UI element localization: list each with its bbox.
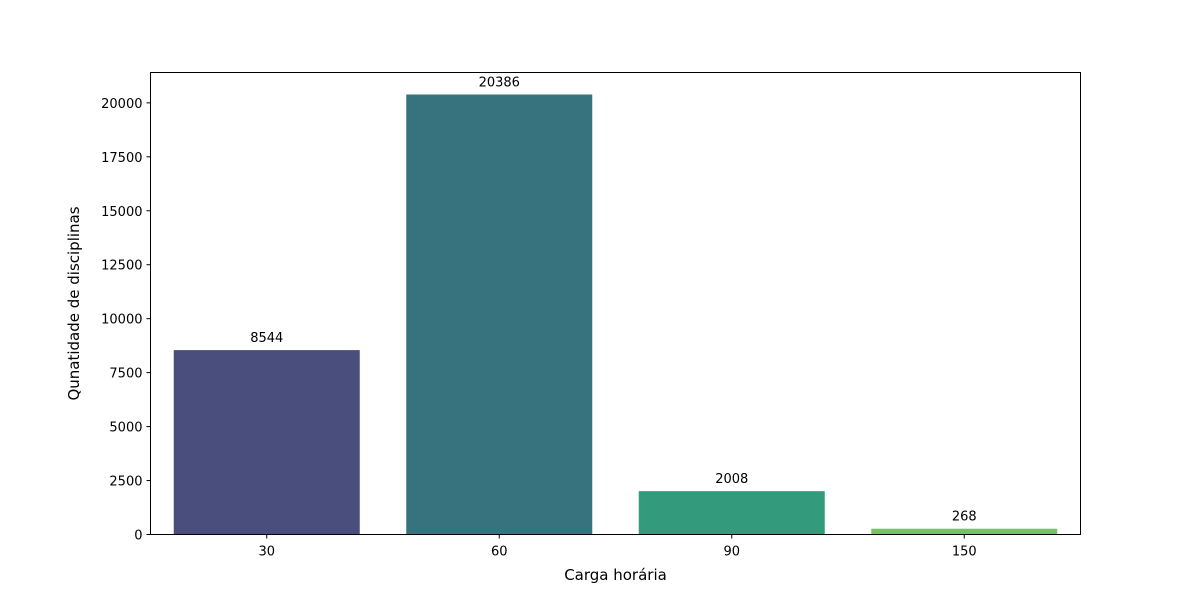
x-tick-label-150: 150: [952, 545, 977, 560]
y-tick-label-12500: 12500: [101, 259, 142, 274]
bar-90: [638, 491, 825, 535]
y-axis-title: Qunatidade de disciplinas: [65, 206, 83, 400]
y-tick-label-5000: 5000: [109, 421, 142, 436]
x-tick-label-60: 60: [491, 545, 508, 560]
y-tick-label-17500: 17500: [101, 151, 142, 166]
plot-frame: [150, 72, 1081, 535]
x-axis-title: Carga horária: [564, 566, 667, 584]
y-tick-label-2500: 2500: [109, 475, 142, 490]
data-labels-layer: 8544 20386 2008 268: [250, 76, 976, 525]
bar-30: [173, 350, 360, 535]
bars-layer: [173, 94, 1058, 535]
data-label-90: 2008: [715, 472, 748, 487]
x-tick-label-90: 90: [723, 545, 740, 560]
y-axis: 0 2500 5000 7500 10000 12500 15000 17500 20000: [101, 97, 151, 544]
bar-150: [871, 528, 1058, 535]
x-axis: 30 60 90 150: [258, 534, 977, 560]
y-tick-label-20000: 20000: [101, 97, 142, 112]
bar-60: [406, 94, 593, 535]
y-tick-label-10000: 10000: [101, 313, 142, 328]
x-tick-label-30: 30: [258, 545, 275, 560]
y-tick-label-7500: 7500: [109, 367, 142, 382]
data-label-150: 268: [952, 510, 977, 525]
data-label-60: 20386: [479, 76, 520, 91]
y-tick-label-0: 0: [134, 529, 142, 544]
y-tick-label-15000: 15000: [101, 205, 142, 220]
data-label-30: 8544: [250, 331, 283, 346]
